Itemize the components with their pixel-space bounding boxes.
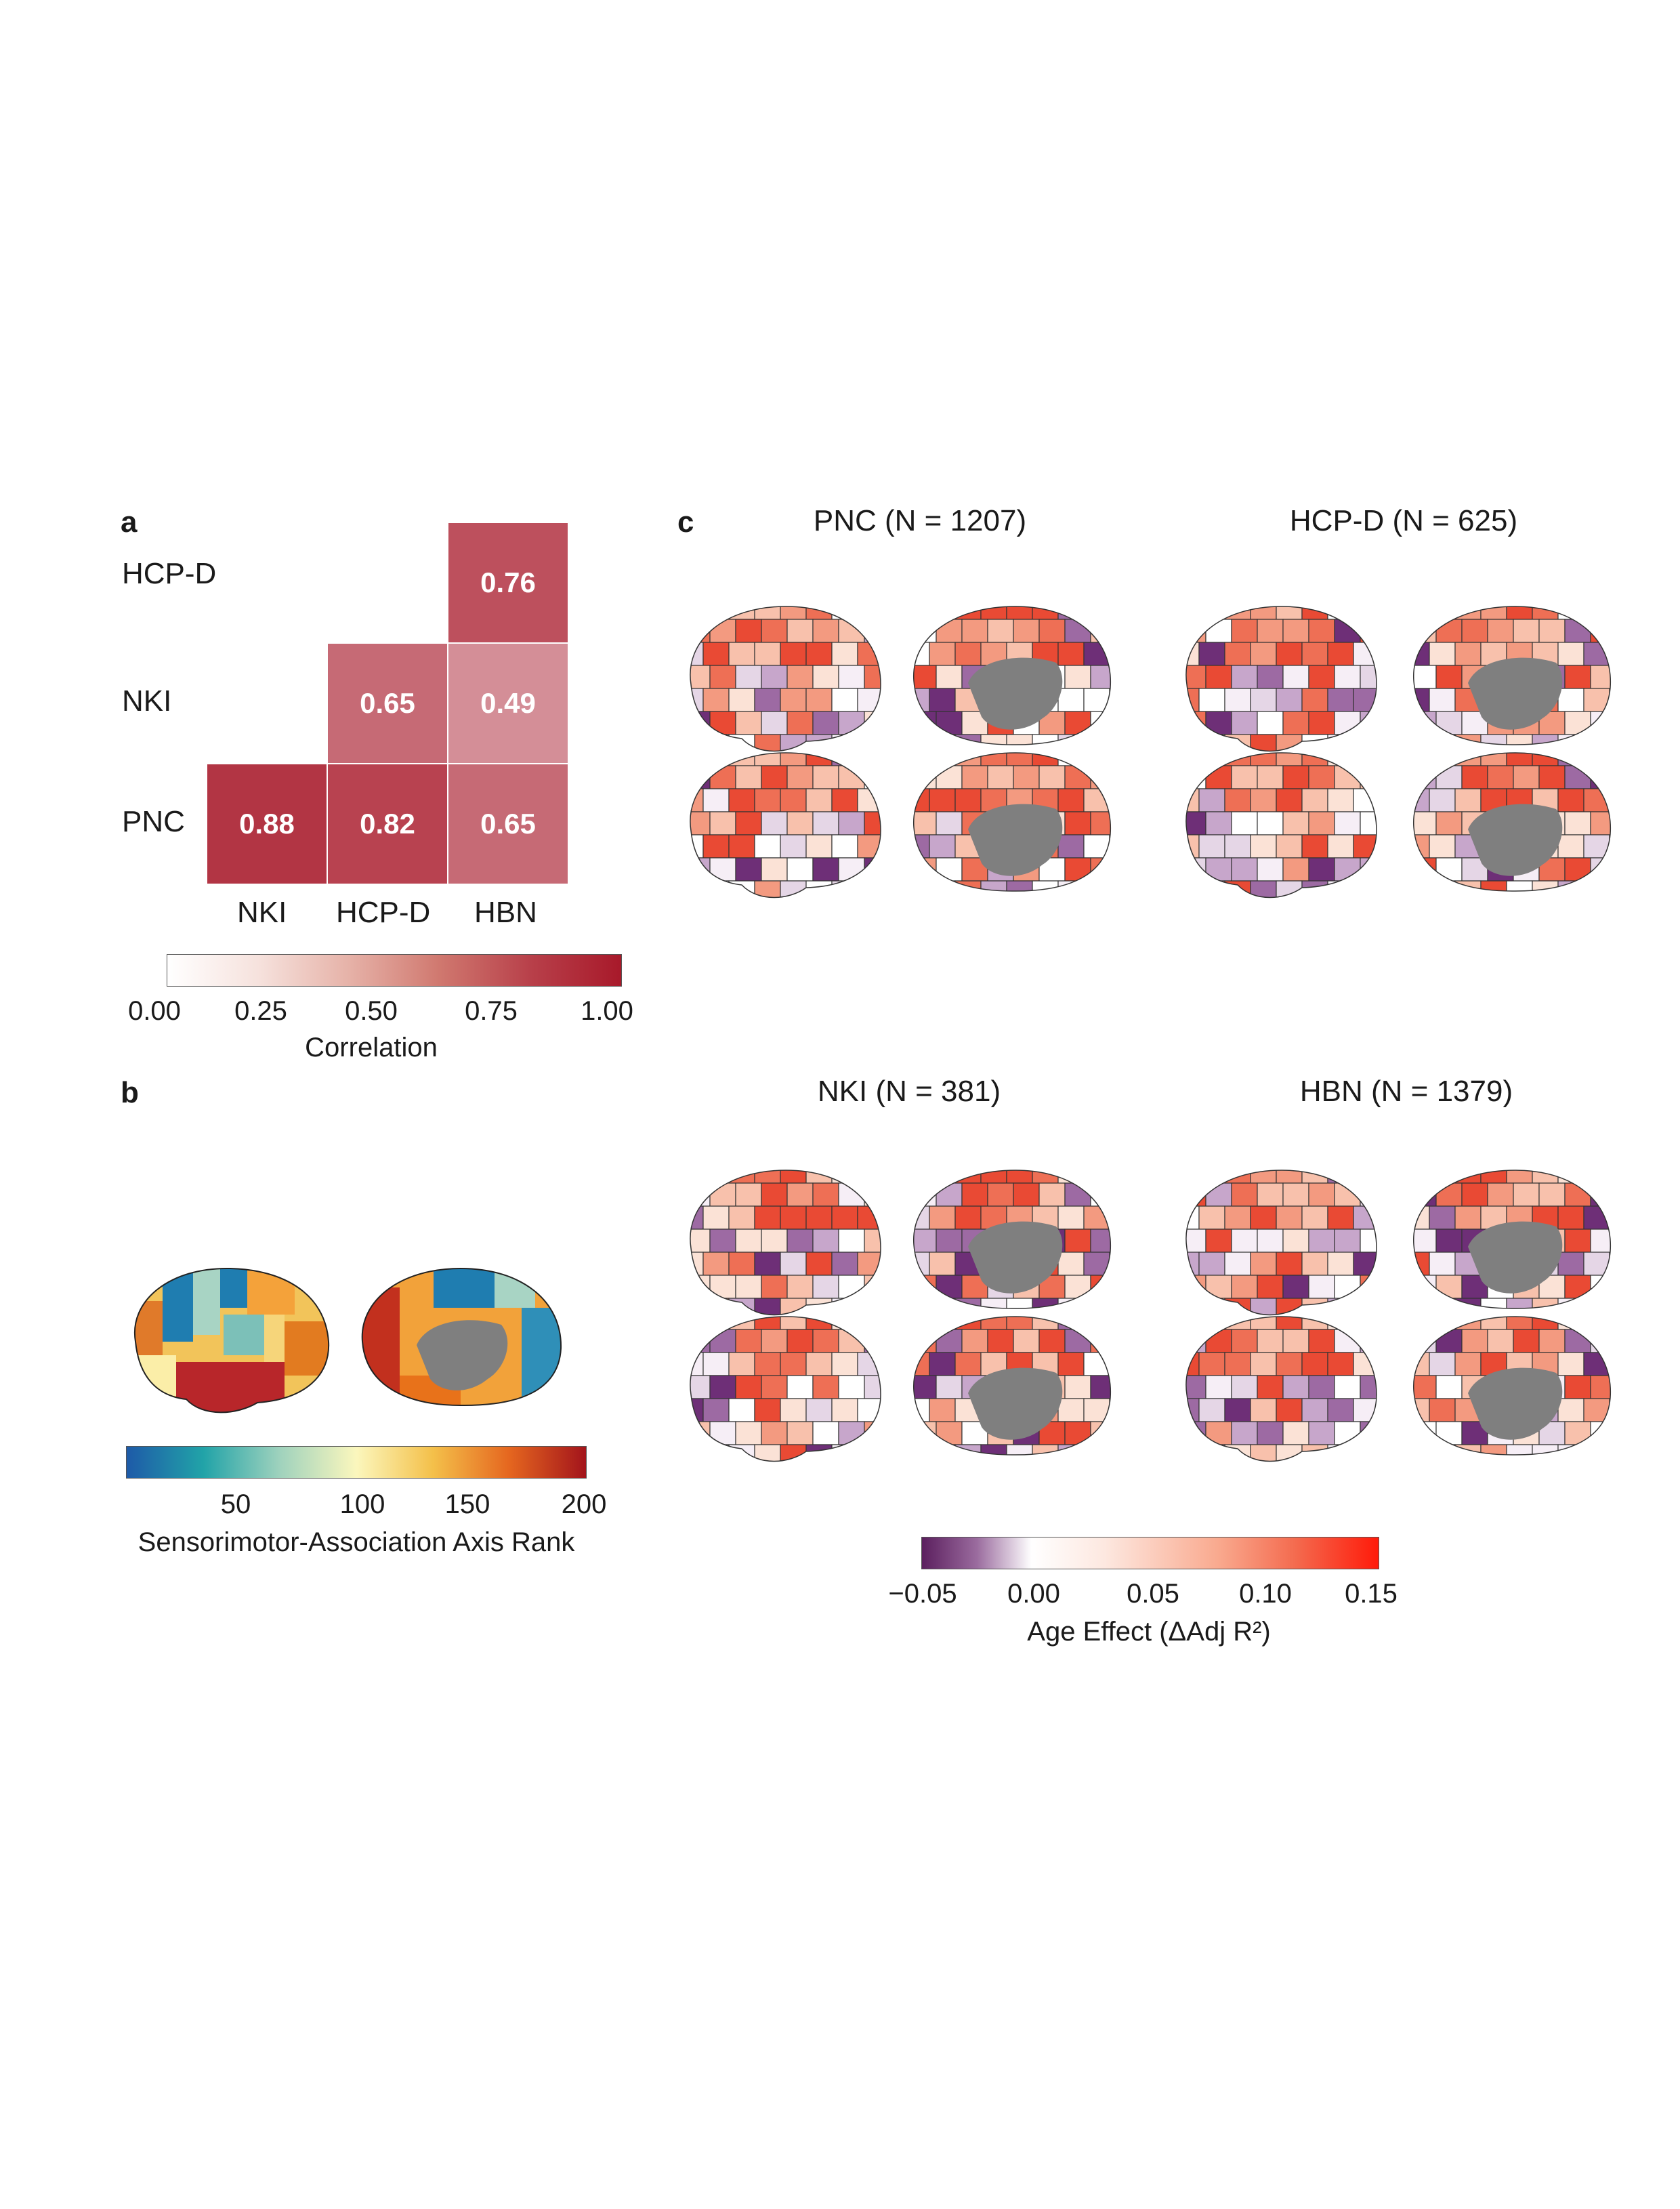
sa-tick-50: 50 bbox=[220, 1489, 251, 1519]
heatmap-cell-pnc-nki: 0.88 bbox=[207, 764, 327, 884]
sa-tick-100: 100 bbox=[339, 1489, 385, 1519]
heatmap-cell-hcpd-hbn: 0.76 bbox=[448, 523, 568, 642]
panel-b-letter: b bbox=[121, 1076, 139, 1109]
heatmap-cell-pnc-hbn: 0.65 bbox=[448, 764, 568, 884]
correlation-colorbar bbox=[167, 954, 622, 987]
sa-tick-150: 150 bbox=[444, 1489, 490, 1519]
brain-map-12 bbox=[1413, 1170, 1611, 1309]
row-label-pnc: PNC bbox=[122, 805, 185, 838]
brain-map-16 bbox=[1413, 1316, 1611, 1456]
corr-tick-0: 0.00 bbox=[128, 996, 181, 1026]
corr-colorbar-label: Correlation bbox=[305, 1033, 438, 1062]
title-hbn: HBN (N = 1379) bbox=[1299, 1075, 1513, 1108]
brain-map-13 bbox=[690, 1316, 881, 1462]
col-label-nki: NKI bbox=[237, 896, 287, 929]
brain-map-6 bbox=[913, 752, 1111, 892]
brain-map-10 bbox=[913, 1170, 1111, 1309]
brain-map-14 bbox=[913, 1316, 1111, 1456]
brain-map-11 bbox=[1185, 1170, 1377, 1316]
sa-axis-colorbar bbox=[126, 1446, 587, 1479]
title-nki: NKI (N = 381) bbox=[817, 1075, 1001, 1108]
corr-tick-4: 1.00 bbox=[581, 996, 633, 1026]
col-label-hcpd: HCP-D bbox=[336, 896, 431, 929]
age-effect-colorbar bbox=[921, 1537, 1379, 1569]
brain-map-4 bbox=[1413, 606, 1611, 745]
title-hcpd: HCP-D (N = 625) bbox=[1289, 504, 1518, 537]
col-label-hbn: HBN bbox=[474, 896, 537, 929]
brain-map-8 bbox=[1413, 752, 1611, 892]
heatmap-cell-nki-hbn: 0.49 bbox=[448, 644, 568, 763]
age-tick-010: 0.10 bbox=[1239, 1579, 1292, 1609]
panel-a-letter: a bbox=[121, 505, 138, 539]
age-tick-005: 0.05 bbox=[1127, 1579, 1179, 1609]
age-tick-000: 0.00 bbox=[1007, 1579, 1060, 1609]
sa-tick-200: 200 bbox=[561, 1489, 607, 1519]
heatmap-cell-nki-hcpd: 0.65 bbox=[328, 644, 447, 763]
row-label-nki: NKI bbox=[122, 684, 172, 718]
brain-map-1 bbox=[690, 606, 881, 752]
brain-map-2 bbox=[913, 606, 1111, 745]
age-tick-015: 0.15 bbox=[1345, 1579, 1398, 1609]
brain-sa-axis-lateral bbox=[133, 1267, 330, 1413]
title-pnc: PNC (N = 1207) bbox=[813, 504, 1027, 537]
brain-map-15 bbox=[1185, 1316, 1377, 1462]
corr-tick-1: 0.25 bbox=[234, 996, 287, 1026]
corr-tick-3: 0.75 bbox=[465, 996, 518, 1026]
age-colorbar-label: Age Effect (ΔAdj R²) bbox=[1027, 1617, 1271, 1647]
row-label-hcpd: HCP-D bbox=[122, 557, 217, 590]
age-tick-neg005: −0.05 bbox=[888, 1579, 957, 1609]
brain-map-9 bbox=[690, 1170, 881, 1316]
brain-sa-axis-medial bbox=[361, 1267, 562, 1407]
brain-map-3 bbox=[1185, 606, 1377, 752]
heatmap-cell-pnc-hcpd: 0.82 bbox=[328, 764, 447, 884]
corr-tick-2: 0.50 bbox=[345, 996, 398, 1026]
brain-map-5 bbox=[690, 752, 881, 899]
brain-map-7 bbox=[1185, 752, 1377, 899]
panel-c-letter: c bbox=[677, 505, 694, 539]
sa-colorbar-label: Sensorimotor-Association Axis Rank bbox=[138, 1527, 575, 1557]
